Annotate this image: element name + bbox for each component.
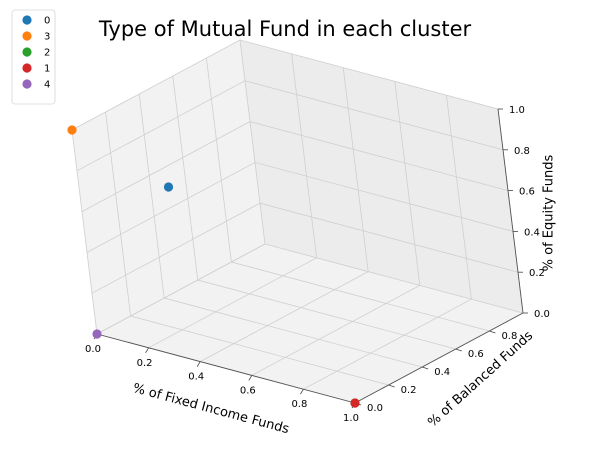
- z-tick-label: 0.8: [514, 146, 530, 157]
- x-tick-mark: [196, 361, 201, 367]
- legend-marker: [22, 47, 32, 57]
- x-axis-line: [96, 333, 356, 404]
- y-tick-mark: [388, 384, 395, 388]
- y-tick-label: 0.6: [468, 349, 484, 360]
- z-axis-line: [497, 108, 524, 314]
- legend-box: [11, 9, 56, 105]
- data-point-cluster-4: [92, 329, 102, 339]
- z-tick-label: 0.6: [519, 187, 535, 198]
- x-tick-label: 1.0: [343, 413, 359, 424]
- legend-label: 4: [44, 80, 50, 91]
- legend-marker: [22, 31, 32, 41]
- x-tick-label: 0.0: [85, 344, 101, 355]
- legend-marker: [22, 79, 32, 89]
- data-points: [67, 125, 360, 408]
- x-tick-label: 0.6: [240, 385, 256, 396]
- x-axis-label: % of Fixed Income Funds: [131, 381, 291, 437]
- x-tick-mark: [300, 388, 304, 395]
- y-tick-mark: [422, 366, 429, 370]
- y-tick-label: 0.0: [367, 403, 383, 414]
- z-axis-label: % of Equity Funds: [542, 154, 557, 271]
- tick-labels: 0.0 0.2 0.4 0.6 0.8 1.0 0.0 0.2 0.4 0.6 0.8 0.0 0.2 0…: [85, 105, 550, 424]
- x-tick-label: 0.2: [137, 358, 153, 369]
- legend-label: 1: [44, 64, 50, 75]
- z-tick-label: 0.2: [529, 268, 545, 279]
- y-tick-label: 0.4: [434, 367, 450, 378]
- axis-lines: [96, 108, 524, 404]
- x-tick-label: 0.4: [188, 372, 204, 383]
- grid-line-z: [96, 243, 524, 335]
- x-tick-mark: [145, 347, 149, 354]
- grid-line-z: [76, 80, 504, 172]
- z-tick-label: 0.4: [524, 227, 540, 238]
- x-tick-mark: [248, 375, 253, 381]
- y-tick-label: 0.2: [401, 385, 417, 396]
- legend: 0 3 2 1 4: [11, 9, 56, 105]
- legend-label: 0: [44, 16, 50, 27]
- grid-line-z: [71, 39, 499, 131]
- y-tick-mark: [489, 330, 496, 334]
- legend-label: 2: [44, 48, 50, 59]
- grid-line-z: [91, 202, 519, 294]
- data-point-cluster-0: [163, 182, 174, 192]
- z-tick-label: 0.0: [534, 309, 550, 320]
- data-point-cluster-3: [67, 125, 77, 135]
- legend-label: 3: [44, 32, 50, 43]
- legend-marker: [22, 63, 32, 73]
- x-tick-label: 0.8: [291, 399, 307, 410]
- y-axis-line: [354, 312, 524, 404]
- y-tick-mark: [455, 348, 462, 352]
- z-tick-label: 1.0: [509, 105, 525, 116]
- chart-title: Type of Mutual Fund in each cluster: [98, 17, 472, 41]
- grid-line-z: [86, 161, 514, 253]
- y-tick-label: 0.8: [501, 331, 517, 342]
- grid-line-z: [81, 121, 509, 212]
- legend-marker: [22, 15, 32, 25]
- data-point-cluster-1: [350, 398, 360, 408]
